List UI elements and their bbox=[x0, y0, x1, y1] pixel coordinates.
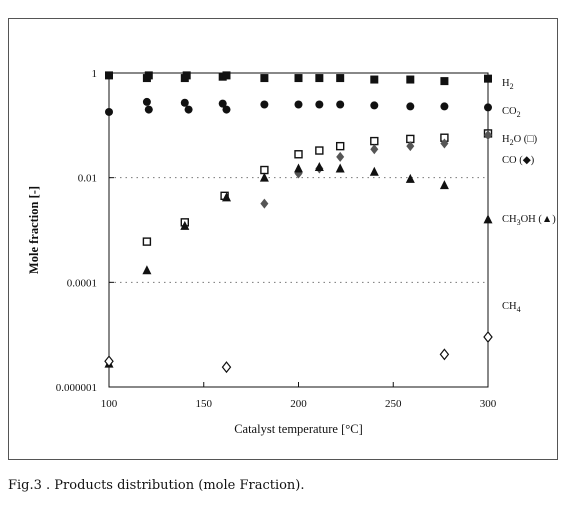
x-tick-label: 200 bbox=[290, 398, 307, 410]
x-axis-title: Catalyst temperature [°C] bbox=[234, 422, 363, 436]
marks-layer bbox=[104, 71, 493, 374]
data-point-co2 bbox=[180, 98, 189, 107]
data-point-ch3oh bbox=[314, 161, 324, 171]
data-point-h2 bbox=[336, 74, 345, 83]
data-point-co2 bbox=[184, 105, 193, 114]
plot-area bbox=[108, 72, 489, 388]
data-point-co2 bbox=[370, 101, 379, 110]
data-point-ch3oh bbox=[221, 192, 231, 202]
legend-label-h2: H2 bbox=[502, 78, 514, 91]
data-point-h2 bbox=[260, 74, 269, 83]
data-point-ch3oh bbox=[142, 265, 152, 275]
data-point-h2 bbox=[315, 74, 324, 83]
data-point-h2o bbox=[335, 141, 345, 151]
data-point-co2 bbox=[105, 107, 113, 116]
data-point-co2 bbox=[315, 100, 324, 109]
data-point-ch3oh bbox=[405, 173, 415, 183]
data-point-h2 bbox=[222, 71, 231, 80]
data-point-ch3oh bbox=[259, 172, 269, 182]
data-point-h2 bbox=[440, 77, 449, 86]
data-point-co2 bbox=[336, 100, 345, 109]
legend-label-h2o: H2O (□) bbox=[502, 134, 538, 147]
data-point-ch3oh bbox=[439, 180, 449, 190]
data-point-co2 bbox=[294, 100, 303, 109]
y-tick-label: 1 bbox=[92, 68, 98, 80]
data-point-co bbox=[370, 144, 379, 155]
data-point-h2 bbox=[294, 74, 303, 83]
data-point-co bbox=[336, 151, 345, 162]
data-point-ch4 bbox=[483, 331, 493, 344]
data-point-co2 bbox=[144, 105, 153, 114]
data-point-h2o bbox=[294, 150, 303, 159]
figure-caption: Fig.3 . Products distribution (mole Frac… bbox=[8, 478, 305, 493]
legend: H2 CO2 H2O (□) CO (◆) CH3OH (▲) CH4 bbox=[502, 78, 556, 314]
x-tick-label: 300 bbox=[480, 398, 497, 410]
data-point-h2 bbox=[406, 75, 415, 84]
x-tick-label: 150 bbox=[196, 398, 213, 410]
data-point-h2 bbox=[182, 71, 191, 80]
data-point-h2o bbox=[370, 136, 379, 146]
data-point-co2 bbox=[406, 102, 415, 111]
data-point-h2o bbox=[260, 165, 269, 175]
x-tick-label: 100 bbox=[101, 398, 118, 410]
data-point-h2o bbox=[315, 146, 324, 155]
data-point-co2 bbox=[142, 97, 151, 106]
data-point-ch4 bbox=[104, 355, 114, 368]
data-point-ch3oh bbox=[369, 166, 379, 176]
data-point-ch3oh bbox=[294, 163, 303, 173]
chart-svg: 100 150 200 250 300 1 0.01 0.0001 0.000001 H2 CO2… bbox=[27, 68, 556, 436]
data-point-co bbox=[406, 141, 415, 152]
x-tick-label: 250 bbox=[385, 398, 402, 410]
data-point-co bbox=[440, 138, 449, 149]
data-point-co2 bbox=[440, 102, 449, 111]
legend-label-ch4: CH4 bbox=[502, 301, 521, 314]
data-point-co2 bbox=[218, 99, 227, 108]
figure-frame bbox=[8, 18, 558, 460]
legend-label-ch3oh: CH3OH (▲) bbox=[502, 214, 556, 227]
ticks-layer: 100 150 200 250 300 1 0.01 0.0001 0.000001 bbox=[56, 68, 497, 410]
data-point-co bbox=[484, 130, 492, 141]
data-point-h2 bbox=[484, 74, 492, 83]
data-point-co2 bbox=[222, 105, 231, 114]
data-point-co2 bbox=[484, 103, 492, 112]
data-point-co2 bbox=[260, 100, 269, 109]
data-point-ch4 bbox=[221, 361, 232, 374]
data-point-h2 bbox=[370, 75, 379, 84]
data-point-h2 bbox=[105, 71, 113, 80]
data-point-ch4 bbox=[439, 348, 450, 361]
y-tick-label: 0.01 bbox=[78, 173, 97, 185]
y-axis-title: Mole fraction [-] bbox=[27, 186, 41, 274]
data-point-ch3oh bbox=[180, 220, 190, 230]
y-tick-label: 0.0001 bbox=[67, 277, 97, 289]
data-point-ch3oh bbox=[335, 163, 345, 173]
legend-label-co2: CO2 bbox=[502, 106, 521, 119]
data-point-h2o bbox=[142, 237, 152, 246]
y-tick-label: 0.000001 bbox=[56, 382, 97, 394]
data-point-h2 bbox=[144, 71, 153, 80]
legend-label-co: CO (◆) bbox=[502, 155, 535, 166]
data-point-co bbox=[260, 198, 269, 209]
